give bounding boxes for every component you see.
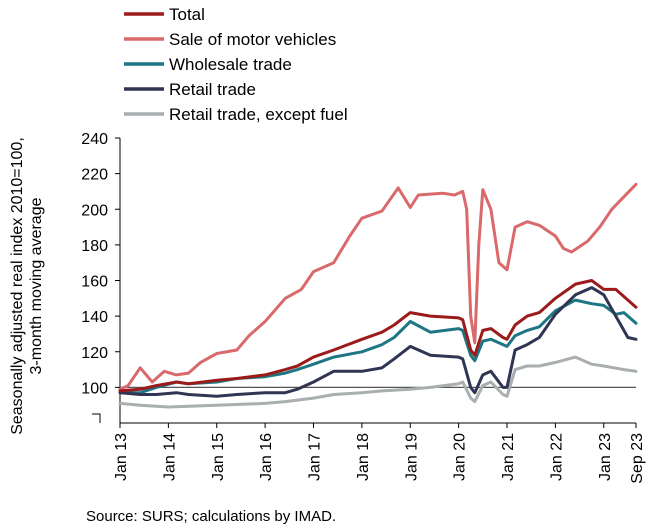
series-line-retail-trade-except-fuel xyxy=(118,355,638,409)
x-tick-label: Jan 13 xyxy=(113,433,130,481)
legend: Total Sale of motor vehicles Wholesale tra… xyxy=(124,5,348,124)
legend-label: Retail trade, except fuel xyxy=(169,105,348,124)
y-axis-label-line: Seasonally adjusted real index 2010=100, xyxy=(9,137,26,435)
y-tick-label: 240 xyxy=(81,131,108,148)
x-tick-label: Jan 16 xyxy=(258,433,275,481)
legend-label: Sale of motor vehicles xyxy=(169,30,336,49)
y-tick-label: 160 xyxy=(81,274,108,291)
x-tick-label: Jan 20 xyxy=(452,433,469,481)
x-tick-label: Jan 21 xyxy=(500,433,517,481)
x-tick-label: Jan 15 xyxy=(210,433,227,481)
source-note: Source: SURS; calculations by IMAD. xyxy=(86,508,337,525)
x-tick-label: Sep 23 xyxy=(629,433,646,484)
x-tick-label: Jan 22 xyxy=(548,433,565,481)
legend-label: Wholesale trade xyxy=(169,55,292,74)
series-line-total xyxy=(118,279,638,393)
axis-break-marker xyxy=(92,413,101,423)
x-tick-label: Jan 14 xyxy=(161,433,178,481)
x-axis: Jan 13 Jan 14 Jan 15 Jan 16 Jan 17 Jan 18 Jan … xyxy=(113,422,646,484)
plot-area xyxy=(118,182,638,409)
x-tick-label: Jan 18 xyxy=(355,433,372,481)
series-line-sale-of-motor-vehicles xyxy=(118,182,638,391)
y-axis: 100 120 140 160 180 200 220 240 xyxy=(81,131,121,423)
y-tick-label: 120 xyxy=(81,345,108,362)
y-tick-label: 220 xyxy=(81,167,108,184)
y-tick-label: 100 xyxy=(81,380,108,397)
y-tick-label: 200 xyxy=(81,202,108,219)
series-line-wholesale-trade xyxy=(118,298,638,395)
legend-label: Retail trade xyxy=(169,80,256,99)
legend-label: Total xyxy=(169,5,205,24)
x-tick-label: Jan 19 xyxy=(403,433,420,481)
x-tick-label: Jan 17 xyxy=(307,433,324,481)
x-tick-label: Jan 23 xyxy=(597,433,614,481)
y-tick-label: 140 xyxy=(81,309,108,326)
y-axis-label: Seasonally adjusted real index 2010=100,… xyxy=(9,137,45,435)
series-line-retail-trade xyxy=(118,286,638,398)
y-axis-label-line: 3-month moving average xyxy=(28,197,45,374)
y-tick-label: 180 xyxy=(81,238,108,255)
